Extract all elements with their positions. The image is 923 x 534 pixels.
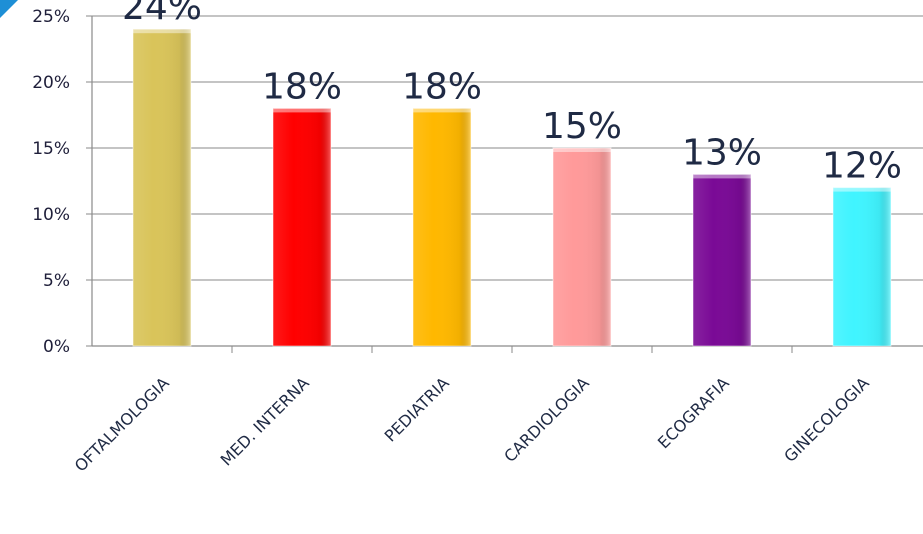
bar-highlight [413,108,471,347]
y-tick-label: 15% [32,139,70,159]
bars [132,28,892,347]
bar-top-bevel [833,187,891,192]
bar-highlight [833,187,891,346]
y-tick-label: 5% [43,271,70,291]
data-label: 12% [822,146,902,187]
bar-highlight [553,148,611,346]
bar-highlight [273,108,331,347]
data-label: 18% [262,66,342,107]
x-tick-label: PEDIATRIA [381,373,453,445]
data-label: 18% [402,66,482,107]
corner-accent [0,0,18,18]
x-tick-label: OFTALMOLOGIA [71,373,173,475]
y-tick-label: 20% [32,73,70,93]
bar-highlight [133,29,191,346]
y-tick-label: 25% [32,7,70,27]
bar [692,173,752,347]
x-tick-label: MED. INTERNA [217,373,313,469]
bar [552,147,612,347]
data-label: 24% [122,0,202,28]
bar-top-bevel [273,108,331,113]
bar-top-bevel [693,174,751,179]
bar [272,107,332,347]
data-label: 15% [542,106,622,147]
bar [832,187,892,347]
bar-top-bevel [133,29,191,34]
axes [86,15,923,353]
x-tick-label: ECOGRAFIA [654,373,733,452]
gridlines [92,15,923,281]
bar [132,28,192,347]
x-tick-label: CARDIOLOGIA [500,373,593,466]
bar-highlight [693,174,751,346]
bar-top-bevel [413,108,471,113]
y-tick-label: 0% [43,337,70,357]
bar-top-bevel [553,148,611,152]
x-tick-label: GINECOLOGIA [780,373,873,466]
data-label: 13% [682,132,762,173]
y-tick-label: 10% [32,205,70,225]
bar [412,107,472,347]
